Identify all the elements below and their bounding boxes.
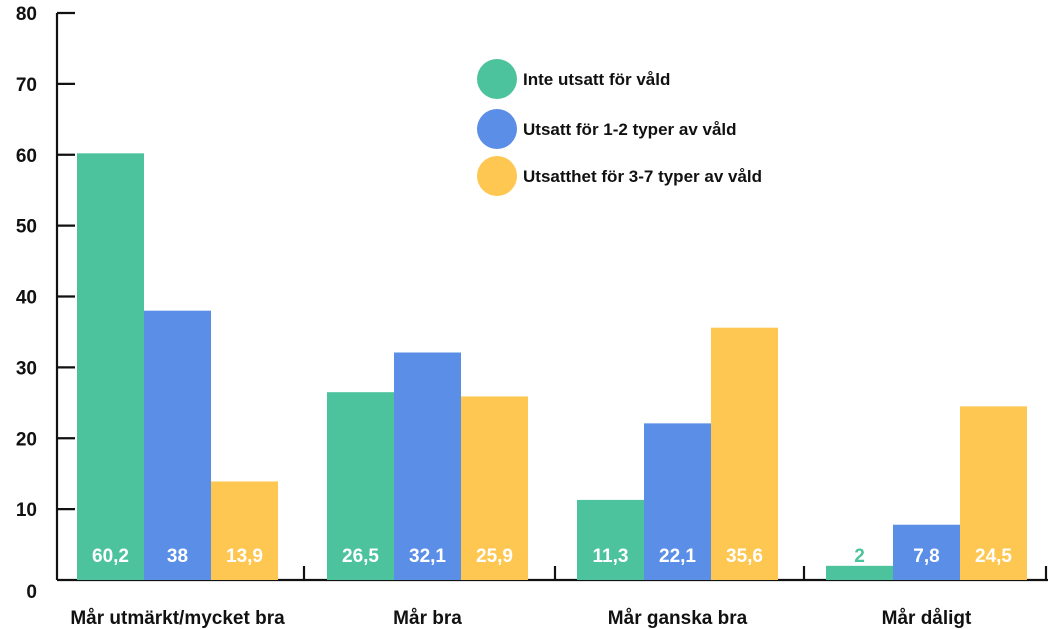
data-label: 25,9: [476, 546, 513, 567]
data-label: 22,1: [659, 546, 696, 567]
data-label: 7,8: [913, 546, 939, 567]
data-label: 24,5: [975, 546, 1012, 567]
legend-item: Utsatt för 1-2 typer av våld: [477, 109, 737, 149]
category-label: Mår dåligt: [882, 608, 972, 629]
data-label: 11,3: [593, 546, 629, 567]
data-label: 38: [167, 546, 188, 567]
bar: [327, 392, 394, 580]
bar: [461, 396, 528, 580]
y-tick-label: 60: [16, 146, 37, 167]
legend-item: Inte utsatt för våld: [477, 59, 670, 99]
category-label: Mår bra: [393, 608, 462, 629]
y-tick-label: 20: [16, 429, 37, 450]
bar: [644, 423, 711, 580]
bar: [826, 565, 893, 580]
legend-label: Utsatt för 1-2 typer av våld: [523, 120, 737, 139]
legend-swatch: [477, 156, 517, 196]
y-tick-label: 0: [26, 582, 37, 603]
y-tick-label: 50: [16, 217, 37, 238]
y-tick-label: 40: [16, 288, 37, 309]
bar: [394, 352, 461, 580]
bar: [211, 481, 278, 580]
legend-item: Utsatthet för 3-7 typer av våld: [477, 156, 762, 196]
y-tick-label: 70: [16, 75, 37, 96]
y-tick-label: 10: [16, 500, 37, 521]
y-tick-label: 80: [16, 4, 37, 25]
legend-swatch: [477, 109, 517, 149]
y-tick-labels: 0 10 20 30 40 50 60 70 80: [16, 4, 37, 603]
data-label: 32,1: [409, 546, 446, 567]
legend: Inte utsatt för våld Utsatt för 1-2 typer…: [477, 59, 762, 196]
legend-swatch: [477, 59, 517, 99]
bar: [960, 406, 1027, 580]
data-label: 13,9: [226, 546, 263, 567]
bar: [577, 499, 644, 580]
y-tick-label: 30: [16, 358, 37, 379]
data-label: 26,5: [342, 546, 379, 567]
category-labels: Mår utmärkt/mycket bra Mår bra Mår ganska …: [70, 608, 972, 629]
bar: [711, 327, 778, 580]
data-label: 60,2: [92, 546, 129, 567]
bar: [893, 524, 960, 580]
category-label: Mår ganska bra: [608, 608, 748, 629]
category-label: Mår utmärkt/mycket bra: [70, 608, 285, 629]
legend-label: Utsatthet för 3-7 typer av våld: [523, 167, 762, 186]
value-labels: 60,2 38 13,9 26,5 32,1 25,9 11,3 22,1 35,6 2 7,8 24…: [92, 546, 1012, 567]
data-label: 2: [854, 546, 865, 567]
bar: [144, 310, 211, 580]
data-label: 35,6: [726, 546, 763, 567]
bars: [77, 153, 1027, 580]
bar: [77, 153, 144, 580]
legend-label: Inte utsatt för våld: [523, 70, 670, 89]
